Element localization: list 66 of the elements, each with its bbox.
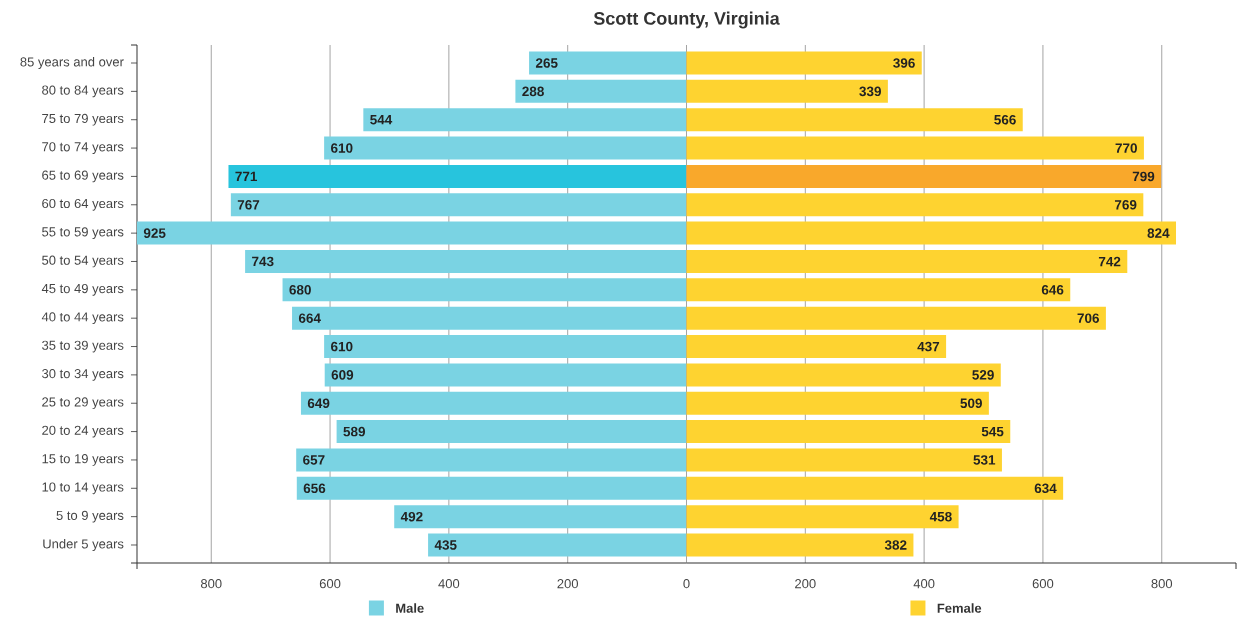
data-label: 742 [1098, 256, 1121, 267]
y-tick-label: 50 to 54 years [42, 255, 124, 268]
y-tick-label: 15 to 19 years [42, 454, 124, 466]
data-label: 769 [1114, 200, 1137, 210]
legend-label: Female [937, 603, 982, 613]
data-label: 566 [994, 114, 1016, 125]
y-tick-label: 35 to 39 years [42, 340, 124, 353]
x-tick-label: 800 [1151, 579, 1173, 589]
y-tick-label: 20 to 24 years [42, 425, 124, 438]
data-label: 610 [331, 143, 353, 153]
x-tick-label: 400 [913, 579, 935, 589]
y-tick-label: 30 to 34 years [42, 369, 124, 381]
y-tick-label: Under 5 years [43, 538, 124, 552]
legend-label: Male [396, 603, 424, 613]
data-label: 664 [298, 313, 321, 323]
data-label: 767 [237, 200, 260, 210]
data-label: 771 [235, 171, 258, 182]
data-label: 743 [252, 256, 274, 267]
data-label: 610 [331, 341, 353, 352]
data-label: 544 [370, 115, 393, 125]
data-label: 435 [434, 540, 457, 550]
data-label: 339 [859, 86, 881, 97]
data-label: 288 [522, 86, 544, 97]
data-label: 609 [331, 370, 354, 380]
data-label: 706 [1077, 313, 1100, 323]
y-tick-label: 70 to 74 years [42, 142, 124, 154]
data-label: 925 [143, 228, 166, 238]
data-label: 770 [1115, 143, 1137, 153]
data-label: 437 [917, 341, 940, 352]
data-label: 657 [303, 455, 325, 465]
x-tick-label: 600 [1032, 579, 1054, 589]
y-tick-label: 25 to 29 years [42, 397, 124, 410]
data-label: 799 [1132, 171, 1155, 182]
y-tick-label: 75 to 79 years [42, 113, 124, 126]
data-label: 589 [343, 426, 365, 437]
x-tick-label: 800 [200, 579, 222, 589]
data-label: 509 [960, 398, 982, 409]
data-label: 656 [303, 483, 326, 494]
y-tick-label: 85 years and over [20, 56, 124, 70]
data-label: 634 [1034, 483, 1057, 494]
y-tick-label: 55 to 59 years [42, 227, 124, 240]
x-tick-label: 200 [795, 579, 816, 589]
data-label: 492 [400, 511, 423, 522]
y-tick-label: 5 to 9 years [56, 510, 124, 523]
y-tick-label: 10 to 14 years [42, 482, 124, 495]
y-tick-label: 60 to 64 years [42, 198, 124, 211]
data-label: 458 [929, 511, 952, 522]
data-label: 545 [981, 426, 1004, 437]
data-label: 531 [973, 455, 996, 465]
x-tick-label: 0 [683, 579, 690, 589]
x-tick-label: 400 [438, 579, 460, 589]
data-label: 396 [893, 58, 915, 68]
y-tick-label: 80 to 84 years [42, 85, 124, 98]
data-label: 529 [972, 370, 994, 380]
data-label: 824 [1147, 228, 1170, 238]
x-tick-label: 600 [319, 579, 341, 589]
data-label: 646 [1041, 285, 1064, 295]
data-label: 680 [289, 285, 311, 295]
y-tick-label: 65 to 69 years [42, 170, 124, 183]
y-tick-label: 45 to 49 years [41, 283, 124, 296]
data-label: 382 [884, 540, 907, 550]
y-tick-label: 40 to 44 years [41, 312, 124, 325]
chart-title: Scott County, Virginia [593, 11, 780, 29]
x-tick-label: 200 [557, 579, 579, 589]
data-label: 265 [535, 58, 558, 68]
data-label: 649 [307, 398, 330, 409]
